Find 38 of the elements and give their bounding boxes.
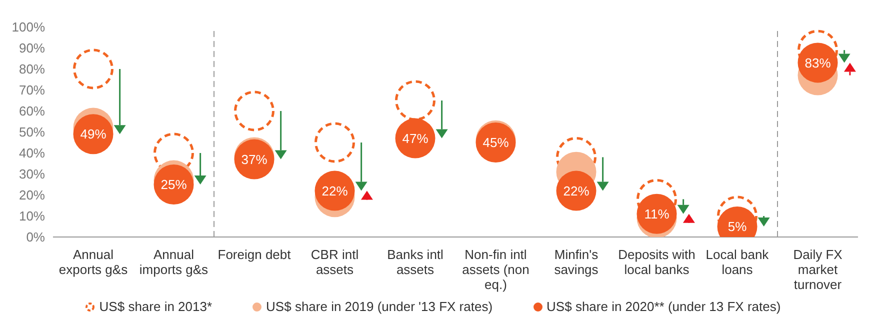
y-tick-label: 90%	[18, 40, 46, 56]
legend-label: US$ share in 2020** (under 13 FX rates)	[546, 299, 781, 314]
x-tick-label: Banks intl assets	[387, 247, 444, 277]
y-tick-label: 40%	[18, 146, 46, 161]
data-label: 47%	[402, 130, 429, 146]
data-label: 83%	[804, 55, 832, 70]
y-tick-label: 70%	[18, 82, 46, 98]
data-label: 22%	[563, 183, 590, 198]
data-label: 37%	[241, 152, 268, 167]
data-label: 45%	[482, 135, 510, 150]
legend-label: US$ share in 2013*	[98, 299, 212, 314]
y-tick-label: 10%	[18, 208, 46, 224]
x-tick-label: Minfin's savings	[554, 247, 599, 277]
x-tick-label: Foreign debt	[218, 247, 292, 262]
point	[234, 90, 274, 132]
y-tick-label: 20%	[18, 188, 46, 203]
y-tick-label: 80%	[18, 62, 46, 77]
legend-label: US$ share in 2019 (under '13 FX rates)	[265, 299, 493, 314]
y-tick-label: 60%	[18, 104, 46, 119]
x-tick-label: Local bank loans	[706, 247, 770, 277]
point	[73, 48, 114, 90]
x-tick-label: Annual imports g&s	[139, 247, 209, 277]
data-label: 49%	[80, 126, 107, 142]
point	[314, 122, 355, 163]
x-tick-label: Annual exports g&s	[58, 247, 128, 277]
y-tick-label: 50%	[18, 124, 46, 140]
data-label: 22%	[322, 183, 348, 198]
x-tick-label: Non-fin intl assets (non eq.)	[462, 247, 530, 292]
y-tick-label: 0%	[26, 230, 46, 245]
data-label: 5%	[728, 219, 748, 234]
x-tick-label: CBR intl assets	[310, 247, 359, 277]
point	[395, 80, 436, 121]
y-tick-label: 100%	[12, 20, 46, 35]
x-tick-label: Daily FX market turnover	[793, 247, 843, 292]
y-tick-label: 30%	[18, 166, 46, 182]
data-label: 11%	[644, 206, 670, 222]
x-tick-label: Deposits with local banks	[618, 247, 696, 277]
data-label: 25%	[160, 177, 188, 192]
